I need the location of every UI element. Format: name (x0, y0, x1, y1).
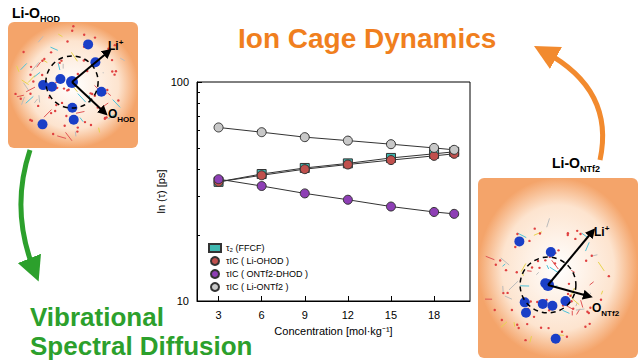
svg-text:ln (τ) [ps]: ln (τ) [ps] (155, 169, 167, 213)
svg-text:Li-OHOD: Li-OHOD (12, 5, 61, 24)
svg-text:τIC ( ONTf2-DHOD ): τIC ( ONTf2-DHOD ) (226, 269, 308, 279)
svg-text:OHOD: OHOD (108, 107, 135, 124)
svg-text:12: 12 (342, 309, 354, 321)
svg-text:Li+: Li+ (108, 38, 124, 53)
svg-text:Vibrational: Vibrational (30, 302, 164, 332)
svg-text:6: 6 (259, 309, 265, 321)
svg-text:9: 9 (302, 309, 308, 321)
svg-text:100: 100 (171, 76, 189, 88)
svg-text:Li-ONTf2: Li-ONTf2 (552, 155, 600, 174)
svg-text:ONTf2: ONTf2 (592, 301, 620, 318)
svg-text:τIC ( Li-OHOD ): τIC ( Li-OHOD ) (226, 256, 289, 266)
svg-text:15: 15 (385, 309, 397, 321)
svg-text:18: 18 (428, 309, 440, 321)
svg-text:τIC ( Li-ONTf2 ): τIC ( Li-ONTf2 ) (226, 282, 289, 292)
svg-text:3: 3 (215, 309, 221, 321)
svg-text:Li+: Li+ (594, 224, 610, 239)
svg-text:τ₂ (FFCF): τ₂ (FFCF) (226, 243, 265, 253)
svg-text:Concentration [mol·kg⁻¹]: Concentration [mol·kg⁻¹] (274, 325, 392, 337)
svg-text:Ion Cage Dynamics: Ion Cage Dynamics (238, 23, 496, 54)
svg-text:Spectral Diffusion: Spectral Diffusion (30, 331, 252, 361)
svg-text:10: 10 (177, 295, 189, 307)
